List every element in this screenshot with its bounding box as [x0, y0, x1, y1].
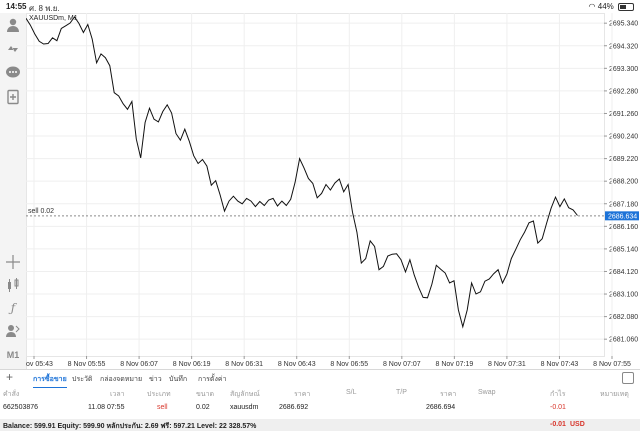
chart-symbol-label: XAUUSDm, M1 [29, 15, 78, 22]
trade-arrows-icon[interactable] [4, 40, 22, 58]
battery-icon [618, 2, 634, 11]
position-row[interactable]: 662503876 11.08 07:55 sell 0.02 xauusdm … [0, 404, 640, 414]
tab-settings[interactable]: การตั้งค่า [198, 376, 227, 383]
y-tick-label: 2694.320 [609, 43, 638, 50]
indicators-icon[interactable] [4, 276, 22, 294]
profit-currency: USD [570, 421, 585, 428]
x-tick-label: 8 Nov 07:19 [435, 361, 473, 368]
col-tp: T/P [396, 389, 407, 396]
expand-icon[interactable] [622, 372, 634, 384]
positions-header: คำสั่ง เวลา ประเภท ขนาด สัญลักษณ์ ราคา S… [0, 389, 640, 399]
y-tick-label: 2682.080 [609, 314, 638, 321]
cell-current-price: 2686.694 [426, 404, 456, 411]
price-series-line [26, 16, 578, 329]
y-tick-label: 2695.340 [609, 21, 638, 28]
battery-percent: 44% [597, 2, 614, 11]
col-comment: หมายเหตุ [600, 391, 629, 398]
left-toolbar: ƒ M1 [0, 13, 27, 369]
status-right: ◠ 44% [589, 2, 634, 11]
tab-mailbox[interactable]: กล่องจดหมาย [100, 376, 143, 383]
tab-trade[interactable]: การซื้อขาย [33, 374, 67, 388]
y-tick-label: 2681.060 [609, 337, 638, 344]
objects-icon[interactable] [4, 322, 22, 340]
y-tick-label: 2684.120 [609, 269, 638, 276]
col-time: เวลา [110, 391, 125, 398]
x-tick-label: 8 Nov 06:07 [120, 361, 158, 368]
x-tick-label: 8 Nov 07:55 [593, 361, 631, 368]
col-profit: กำไร [550, 391, 566, 398]
account-summary-bar: Balance: 599.91 Equity: 599.90 หลักประกั… [0, 419, 640, 431]
x-tick-label: 8 Nov 05:43 [26, 361, 53, 368]
col-current-price: ราคา [440, 391, 457, 398]
cell-open-price: 2686.692 [279, 404, 309, 411]
tab-journal[interactable]: บันทึก [169, 376, 188, 383]
cell-profit: -0.01 [550, 404, 566, 411]
x-tick-label: 8 Nov 06:31 [225, 361, 263, 368]
price-chart[interactable]: 2695.340 2694.320 2693.300 2692.280 2691.260… [26, 13, 640, 369]
x-tick-label: 8 Nov 07:31 [488, 361, 526, 368]
order-line-label: sell 0.02 [28, 208, 54, 215]
col-size: ขนาด [196, 391, 215, 398]
y-tick-label: 2691.260 [609, 111, 638, 118]
col-price: ราคา [294, 391, 311, 398]
tab-history[interactable]: ประวัติ [72, 376, 93, 383]
x-tick-label: 8 Nov 06:55 [330, 361, 368, 368]
x-tick-label: 8 Nov 07:07 [383, 361, 421, 368]
x-tick-label: 8 Nov 06:19 [173, 361, 211, 368]
col-swap: Swap [478, 389, 496, 396]
function-icon[interactable]: ƒ [10, 301, 16, 315]
timeframe-button[interactable]: M1 [6, 350, 20, 360]
chat-icon[interactable] [4, 64, 22, 82]
new-order-icon[interactable] [4, 88, 22, 106]
account-icon[interactable] [4, 16, 22, 34]
col-type: ประเภท [147, 391, 171, 398]
y-tick-label: 2688.200 [609, 179, 638, 186]
status-time: 14:55 [6, 2, 27, 11]
crosshair-icon[interactable] [4, 253, 22, 271]
col-sl: S/L [346, 389, 357, 396]
x-tick-label: 8 Nov 06:43 [278, 361, 316, 368]
status-bar: 14:55 ศ. 8 พ.ย. ◠ 44% [0, 0, 640, 13]
y-tick-label: 2687.180 [609, 201, 638, 208]
plot-frame [26, 13, 605, 357]
status-date: ศ. 8 พ.ย. [29, 4, 60, 13]
x-tick-label: 8 Nov 07:43 [541, 361, 579, 368]
y-tick-label: 2690.240 [609, 134, 638, 141]
terminal-tabs: + การซื้อขาย ประวัติ กล่องจดหมาย ข่าว บั… [0, 369, 640, 388]
add-icon[interactable]: + [6, 370, 14, 384]
col-order: คำสั่ง [3, 391, 20, 398]
cell-size: 0.02 [196, 404, 210, 411]
total-profit: -0.01 [550, 421, 566, 428]
col-symbol: สัญลักษณ์ [230, 391, 260, 398]
cell-time: 11.08 07:55 [88, 404, 125, 411]
cell-ticket: 662503876 [3, 404, 39, 411]
cell-symbol: xauusdm [230, 404, 259, 411]
cell-type: sell [157, 404, 168, 411]
price-chart-svg: 2695.340 2694.320 2693.300 2692.280 2691.260… [26, 13, 639, 368]
x-tick-label: 8 Nov 05:55 [68, 361, 106, 368]
y-tick-label: 2683.100 [609, 292, 638, 299]
y-tick-label: 2685.140 [609, 246, 638, 253]
tab-news[interactable]: ข่าว [149, 376, 162, 383]
price-tag-bg [605, 211, 639, 221]
account-summary: Balance: 599.91 Equity: 599.90 หลักประกั… [3, 423, 257, 430]
price-tag-label: 2686.634 [608, 213, 637, 220]
wifi-icon: ◠ [588, 2, 596, 11]
y-tick-label: 2686.160 [609, 224, 638, 231]
y-tick-label: 2693.300 [609, 66, 638, 73]
y-tick-label: 2689.220 [609, 156, 638, 163]
y-tick-label: 2692.280 [609, 88, 638, 95]
